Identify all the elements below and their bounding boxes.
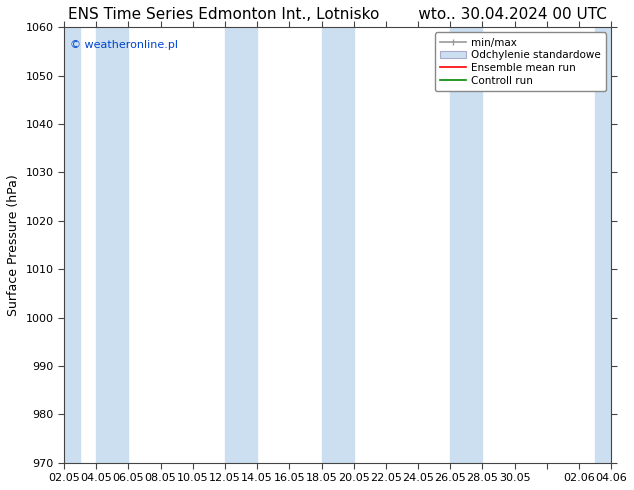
Legend: min/max, Odchylenie standardowe, Ensemble mean run, Controll run: min/max, Odchylenie standardowe, Ensembl… bbox=[434, 32, 606, 91]
Bar bbox=[450, 27, 482, 463]
Y-axis label: Surface Pressure (hPa): Surface Pressure (hPa) bbox=[7, 174, 20, 316]
Bar bbox=[48, 27, 80, 463]
Bar bbox=[595, 27, 627, 463]
Title: ENS Time Series Edmonton Int., Lotnisko        wto.. 30.04.2024 00 UTC: ENS Time Series Edmonton Int., Lotnisko … bbox=[68, 7, 607, 22]
Text: © weatheronline.pl: © weatheronline.pl bbox=[70, 40, 178, 50]
Bar bbox=[321, 27, 354, 463]
Bar bbox=[96, 27, 129, 463]
Bar bbox=[225, 27, 257, 463]
